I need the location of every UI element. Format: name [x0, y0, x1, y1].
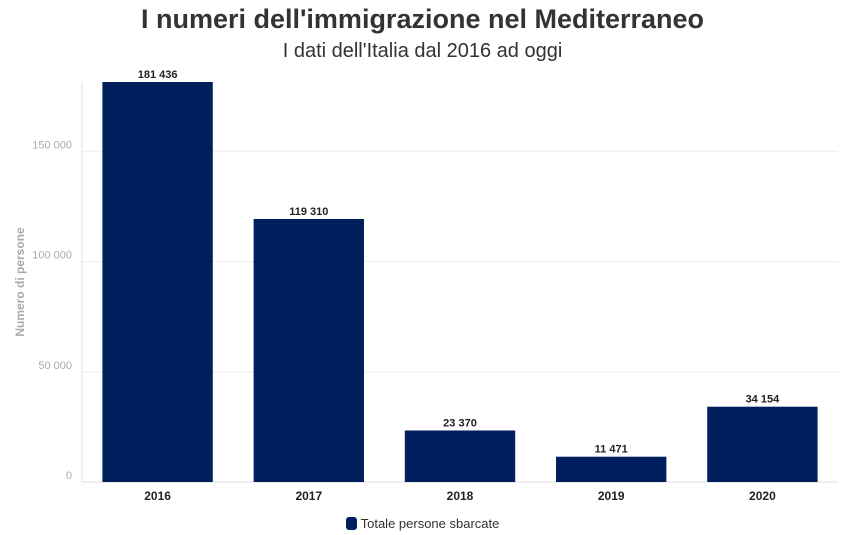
y-tick-label: 150 000: [32, 139, 72, 151]
bar: [253, 218, 364, 483]
bar: [556, 456, 667, 482]
y-tick-label: 100 000: [32, 250, 72, 262]
chart-title: I numeri dell'immigrazione nel Mediterra…: [140, 4, 705, 34]
x-tick-label: 2020: [749, 489, 776, 503]
bar: [102, 82, 213, 482]
data-label: 181 436: [138, 69, 178, 81]
data-label: 11 471: [595, 444, 628, 456]
x-tick-label: 2017: [295, 489, 322, 503]
x-tick-label: 2019: [598, 489, 625, 503]
y-axis-title: Numero di persone: [13, 227, 27, 337]
legend[interactable]: Totale persone sbarcate: [0, 516, 845, 531]
y-tick-label: 0: [66, 470, 72, 482]
data-label: 34 154: [746, 394, 781, 406]
x-tick-label: 2016: [144, 489, 171, 503]
y-tick-label: 50 000: [38, 360, 72, 372]
data-label: 119 310: [289, 206, 328, 218]
data-label: 23 370: [443, 417, 477, 429]
bar: [707, 406, 818, 482]
chart-subtitle: I dati dell'Italia dal 2016 ad oggi: [282, 40, 563, 62]
legend-swatch: [345, 517, 357, 530]
x-tick-label: 2018: [447, 489, 474, 503]
legend-label: Totale persone sbarcate: [360, 516, 500, 531]
bar: [404, 430, 516, 482]
